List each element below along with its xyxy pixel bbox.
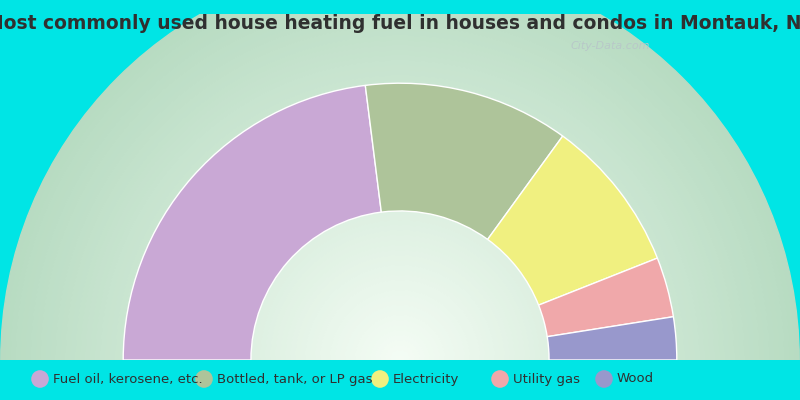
Circle shape [350,310,450,400]
Text: Fuel oil, kerosene, etc.: Fuel oil, kerosene, etc. [53,372,202,386]
Circle shape [220,180,580,400]
Circle shape [395,355,405,365]
Circle shape [315,275,485,400]
Circle shape [275,235,525,400]
Circle shape [121,80,679,400]
Text: Wood: Wood [617,372,654,386]
Circle shape [115,76,685,400]
Circle shape [375,335,425,385]
Circle shape [260,220,540,400]
Ellipse shape [31,370,49,388]
Circle shape [360,320,440,400]
Circle shape [161,120,639,400]
Circle shape [81,41,719,400]
Circle shape [325,285,475,400]
Circle shape [380,340,420,380]
Circle shape [305,265,495,400]
Circle shape [195,155,605,400]
Circle shape [30,0,770,400]
Wedge shape [123,85,382,360]
Circle shape [21,0,779,400]
Circle shape [235,195,565,400]
Circle shape [95,56,705,400]
Circle shape [66,26,734,400]
Circle shape [6,0,794,400]
Circle shape [286,245,514,400]
Circle shape [355,315,445,400]
Text: City-Data.com: City-Data.com [570,41,650,51]
Circle shape [215,175,585,400]
Text: Electricity: Electricity [393,372,459,386]
Wedge shape [547,317,677,360]
Circle shape [46,6,754,400]
Circle shape [280,240,520,400]
Circle shape [181,140,619,400]
Ellipse shape [195,370,213,388]
Circle shape [295,255,505,400]
Circle shape [330,290,470,400]
Circle shape [56,16,744,400]
Circle shape [50,11,750,400]
Text: Utility gas: Utility gas [513,372,580,386]
Circle shape [335,295,465,400]
Circle shape [255,215,545,400]
Circle shape [230,190,570,400]
Circle shape [186,146,614,400]
Circle shape [126,86,674,400]
Circle shape [370,330,430,390]
Circle shape [146,106,654,400]
Circle shape [86,46,714,400]
Circle shape [155,116,645,400]
Circle shape [166,126,634,400]
Circle shape [226,185,574,400]
Circle shape [345,305,455,400]
Circle shape [130,90,670,400]
Circle shape [266,225,534,400]
Circle shape [340,300,460,400]
Circle shape [206,165,594,400]
Circle shape [270,230,530,400]
Circle shape [76,36,724,400]
Circle shape [250,210,550,400]
Circle shape [385,345,415,375]
Circle shape [135,96,665,400]
Circle shape [240,200,560,400]
Circle shape [61,21,739,400]
Circle shape [170,130,630,400]
Circle shape [90,50,710,400]
Circle shape [200,160,600,400]
Circle shape [390,350,410,370]
Ellipse shape [491,370,509,388]
Circle shape [290,250,510,400]
Circle shape [246,205,554,400]
Ellipse shape [371,370,389,388]
Circle shape [101,60,699,400]
Circle shape [150,110,650,400]
Text: Bottled, tank, or LP gas: Bottled, tank, or LP gas [217,372,372,386]
Circle shape [36,0,764,400]
Circle shape [210,170,590,400]
Wedge shape [366,83,562,240]
Wedge shape [538,258,674,337]
Circle shape [310,270,490,400]
Circle shape [70,31,730,400]
Ellipse shape [595,370,613,388]
Circle shape [365,325,435,395]
Circle shape [26,0,774,400]
Circle shape [141,100,659,400]
Circle shape [110,70,690,400]
Circle shape [16,0,784,400]
Circle shape [10,0,790,400]
Circle shape [190,150,610,400]
Circle shape [300,260,500,400]
Circle shape [320,280,480,400]
Wedge shape [488,136,658,305]
Circle shape [106,66,694,400]
Text: Most commonly used house heating fuel in houses and condos in Montauk, NY: Most commonly used house heating fuel in… [0,14,800,33]
Circle shape [41,1,759,400]
Circle shape [175,136,625,400]
